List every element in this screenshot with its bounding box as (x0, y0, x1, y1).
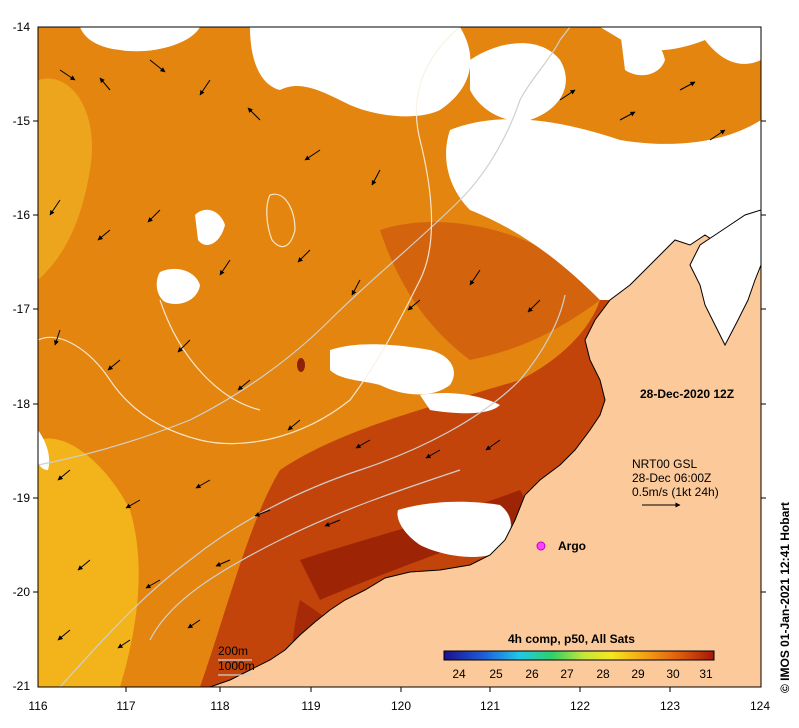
cloud-mask (38, 27, 761, 557)
axis-ticks (33, 120, 766, 692)
colorbar-tick: 26 (525, 667, 539, 681)
cool-water-region (38, 438, 139, 687)
colorbar-tick: 28 (596, 667, 610, 681)
colorbar-tick: 29 (631, 667, 645, 681)
argo-float: Argo (536, 539, 586, 553)
current-vectors (49, 59, 726, 649)
x-tick-label: 118 (210, 699, 229, 713)
colorbar-tick: 24 (452, 667, 466, 681)
y-tick-label: -14 (13, 20, 31, 34)
land-area (209, 234, 761, 687)
seamount-feature (297, 358, 305, 372)
x-tick-label: 123 (660, 699, 680, 713)
depth-legend-200: 200m (218, 644, 248, 658)
colorbar-tick: 27 (560, 667, 574, 681)
y-axis-labels: -14 -15 -16 -17 -18 -19 -20 -21 (13, 20, 31, 693)
plot-frame (37, 26, 762, 688)
colorbar-title: 4h comp, p50, All Sats (508, 632, 635, 646)
x-tick-label: 122 (570, 699, 590, 713)
date-label: 28-Dec-2020 12Z (640, 387, 734, 401)
current-info-line: 28-Dec 06:00Z (632, 471, 711, 485)
x-tick-label: 120 (391, 699, 411, 713)
depth-legend: 200m 1000m (218, 644, 255, 676)
x-tick-label: 124 (750, 699, 770, 713)
y-tick-label: -20 (13, 585, 31, 599)
x-axis-labels: 116 117 118 119 120 121 122 123 124 (28, 699, 770, 713)
y-tick-label: -15 (13, 114, 31, 128)
argo-marker-icon (536, 541, 546, 551)
current-info-line: 0.5m/s (1kt 24h) (632, 485, 719, 499)
x-tick-label: 119 (301, 699, 320, 713)
colorbar-tick: 31 (699, 667, 713, 681)
y-tick-label: -17 (13, 302, 31, 316)
x-tick-label: 116 (28, 699, 47, 713)
peninsula-land (689, 209, 761, 347)
y-tick-label: -18 (13, 397, 31, 411)
warm-water-band (380, 221, 600, 360)
y-tick-label: -21 (13, 679, 31, 693)
colorbar-gradient (443, 650, 715, 661)
depth-legend-1000: 1000m (218, 659, 255, 673)
colorbar: 4h comp, p50, All Sats 24 25 26 27 28 29… (443, 632, 715, 681)
current-info-line: NRT00 GSL (632, 457, 697, 471)
colorbar-tick: 30 (666, 667, 680, 681)
y-tick-label: -16 (13, 208, 31, 222)
x-tick-label: 117 (116, 699, 135, 713)
x-tick-label: 121 (480, 699, 500, 713)
y-tick-label: -19 (13, 491, 31, 505)
depth-contours-white (38, 27, 461, 445)
argo-label: Argo (558, 539, 586, 553)
colorbar-tick: 25 (489, 667, 503, 681)
credit-label: © IMOS 01-Jan-2021 12:41 Hobart (778, 502, 792, 693)
current-info: NRT00 GSL 28-Dec 06:00Z 0.5m/s (1kt 24h) (632, 457, 719, 508)
cool-water-patch (38, 78, 92, 280)
